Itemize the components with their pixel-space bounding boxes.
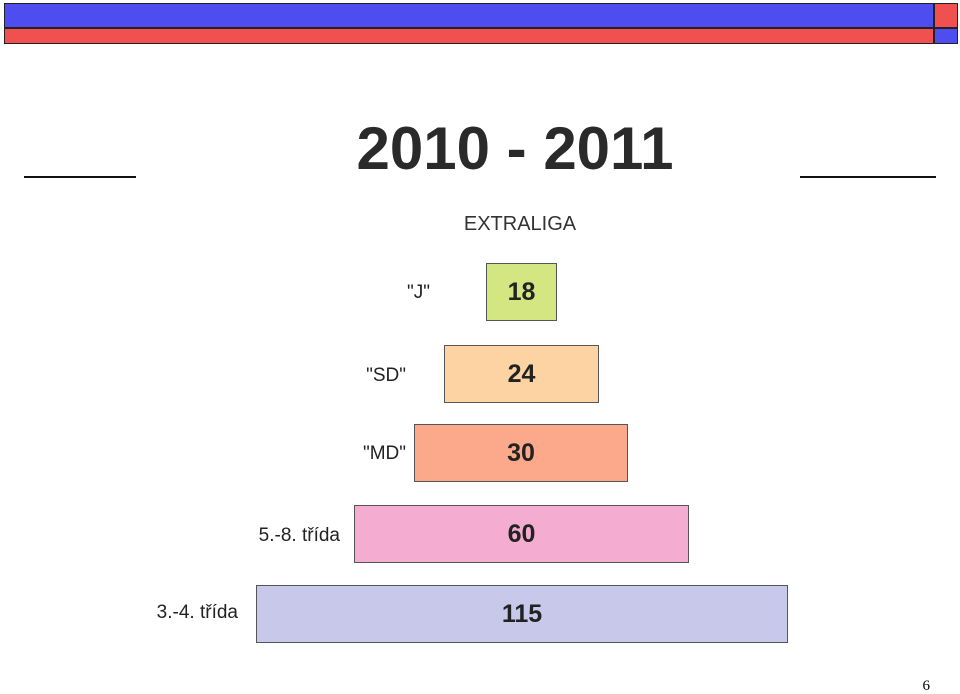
left-rule [24,176,136,178]
tier-label-md: "MD" [362,443,406,464]
header-band-blue [4,3,934,28]
tier-box-5-8: 60 [354,505,689,563]
right-rule [800,176,936,178]
header-corner-blue [934,28,958,44]
league-heading: EXTRALIGA [463,213,577,235]
page-title: 2010 - 2011 [356,115,674,182]
tier-label-5-8: 5.-8. třída [258,525,340,546]
page-number: 6 [922,678,931,694]
tier-box-md: 30 [414,424,628,482]
tier-box-3-4: 115 [256,585,788,643]
tier-label-j: "J" [407,282,430,303]
header-band-red [4,28,934,44]
header-corner-red [934,3,958,28]
tier-label-3-4: 3.-4. třída [156,602,238,623]
tier-label-sd: "SD" [366,365,406,386]
tier-box-sd: 24 [444,345,599,403]
tier-box-j: 18 [486,263,557,321]
